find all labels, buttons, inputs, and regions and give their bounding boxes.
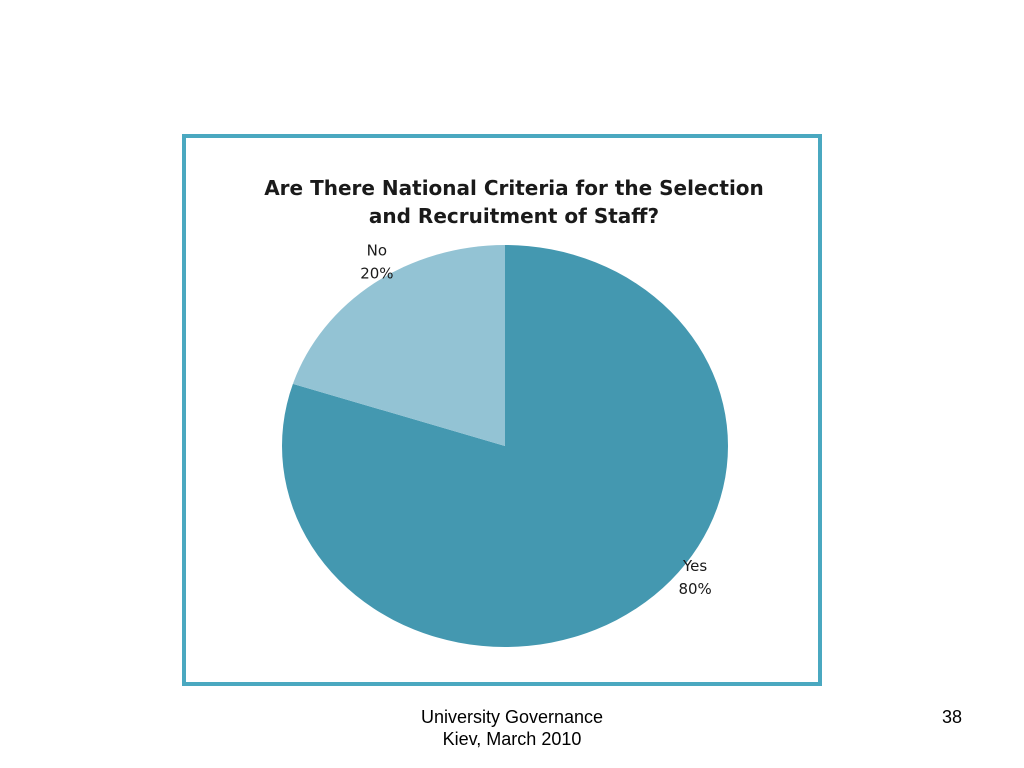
- pie-slice-yes: [282, 245, 729, 647]
- chart-frame: Are There National Criteria for the Sele…: [182, 134, 822, 686]
- slice-label-no: No: [367, 242, 387, 260]
- footer: University Governance Kiev, March 2010: [362, 706, 662, 750]
- pie-chart: Are There National Criteria for the Sele…: [264, 176, 764, 647]
- slice-value-no: 20%: [360, 265, 393, 283]
- chart-title-line-1: Are There National Criteria for the Sele…: [264, 176, 764, 200]
- pie-labels: Yes 80% No 20%: [360, 242, 712, 599]
- chart-title: Are There National Criteria for the Sele…: [264, 176, 764, 228]
- pie-slices: [282, 245, 729, 647]
- pie-slice-no: [292, 245, 505, 446]
- page-number: 38: [941, 707, 962, 727]
- chart-title-line-2: and Recruitment of Staff?: [369, 204, 659, 228]
- footer-line-2: Kiev, March 2010: [442, 729, 582, 749]
- slice-label-yes: Yes: [682, 557, 707, 575]
- slice-value-yes: 80%: [678, 580, 711, 598]
- footer-line-1: University Governance: [420, 707, 604, 727]
